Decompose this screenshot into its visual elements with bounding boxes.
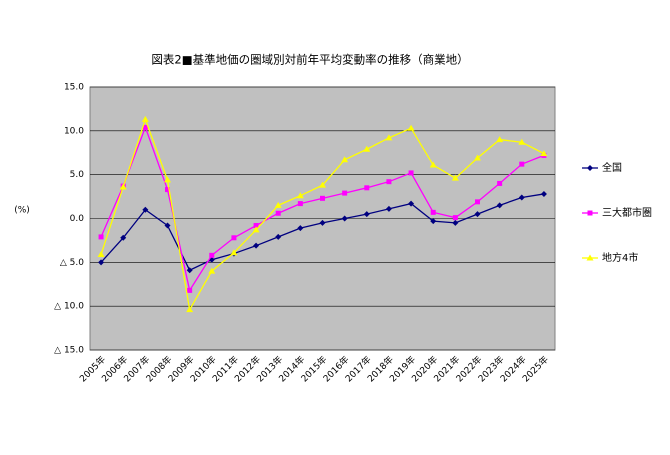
marker: [297, 201, 303, 207]
marker: [430, 209, 436, 215]
marker: [165, 187, 170, 193]
marker: [452, 219, 459, 226]
marker: [231, 235, 237, 241]
marker: [518, 194, 525, 201]
marker: [497, 180, 503, 186]
y-tick-label: △ 15.0: [54, 346, 84, 356]
marker: [519, 161, 525, 167]
marker: [386, 179, 392, 185]
marker: [474, 211, 481, 218]
marker: [98, 234, 104, 240]
marker: [296, 192, 304, 199]
marker: [319, 219, 326, 226]
marker: [430, 218, 437, 225]
marker: [319, 181, 326, 188]
marker: [230, 249, 238, 256]
legend-label: 地方4市: [602, 251, 638, 264]
y-tick-label: 0.0: [70, 214, 85, 224]
marker: [187, 287, 193, 293]
marker: [408, 200, 415, 207]
legend-label: 三大都市圏: [602, 206, 652, 219]
marker: [320, 195, 325, 201]
marker: [253, 242, 260, 249]
marker: [385, 205, 392, 212]
marker: [297, 225, 304, 232]
legend-marker: [586, 254, 594, 261]
marker: [119, 183, 127, 190]
marker: [474, 154, 481, 161]
marker: [496, 202, 503, 209]
marker: [540, 190, 547, 197]
marker: [540, 150, 548, 157]
y-tick-label: 10.0: [64, 126, 84, 136]
marker: [452, 215, 458, 221]
marker: [274, 201, 282, 208]
marker: [364, 185, 370, 191]
y-tick-label: 5.0: [70, 170, 85, 180]
marker: [429, 161, 437, 168]
marker: [496, 136, 504, 143]
marker: [407, 124, 415, 131]
marker: [341, 215, 348, 222]
marker: [451, 174, 459, 181]
y-tick-label: △ 10.0: [54, 302, 84, 312]
y-axis-label: (%): [14, 206, 30, 216]
marker: [141, 115, 149, 122]
marker: [186, 306, 194, 313]
marker: [164, 222, 171, 229]
marker: [518, 138, 526, 145]
marker: [120, 234, 127, 241]
marker: [275, 210, 281, 216]
marker: [142, 124, 148, 130]
marker: [186, 267, 193, 274]
marker: [142, 206, 149, 213]
marker: [341, 156, 349, 163]
marker: [408, 170, 414, 176]
legend-label: 全国: [602, 161, 622, 174]
y-tick-label: △ 5.0: [60, 258, 84, 268]
marker: [363, 145, 371, 152]
marker: [342, 190, 348, 196]
marker: [209, 252, 215, 258]
marker: [385, 134, 393, 141]
chart-title: 図表2■基準地価の圏域別対前年平均変動率の推移（商業地）: [151, 53, 468, 67]
marker: [363, 211, 370, 218]
marker: [275, 233, 282, 240]
marker: [252, 226, 260, 233]
marker: [208, 267, 216, 274]
marker: [97, 250, 105, 257]
marker: [98, 259, 105, 266]
marker: [475, 199, 480, 205]
legend-marker: [587, 165, 593, 171]
legend-marker: [587, 210, 593, 216]
marker: [253, 223, 259, 229]
y-tick-label: 15.0: [64, 83, 84, 93]
marker: [164, 176, 171, 183]
